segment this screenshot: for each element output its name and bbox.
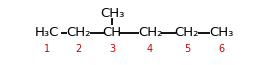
Text: CH₂: CH₂ <box>66 26 91 39</box>
Text: 4: 4 <box>147 44 153 54</box>
Text: H₃C: H₃C <box>35 26 59 39</box>
Text: 5: 5 <box>184 44 190 54</box>
Text: CH₂: CH₂ <box>138 26 162 39</box>
Text: 6: 6 <box>219 44 225 54</box>
Text: 2: 2 <box>75 44 81 54</box>
Text: 1: 1 <box>44 44 50 54</box>
Text: CH₃: CH₃ <box>100 7 124 20</box>
Text: CH₂: CH₂ <box>175 26 199 39</box>
Text: CH₃: CH₃ <box>209 26 234 39</box>
Text: CH: CH <box>102 26 122 39</box>
Text: 3: 3 <box>109 44 115 54</box>
